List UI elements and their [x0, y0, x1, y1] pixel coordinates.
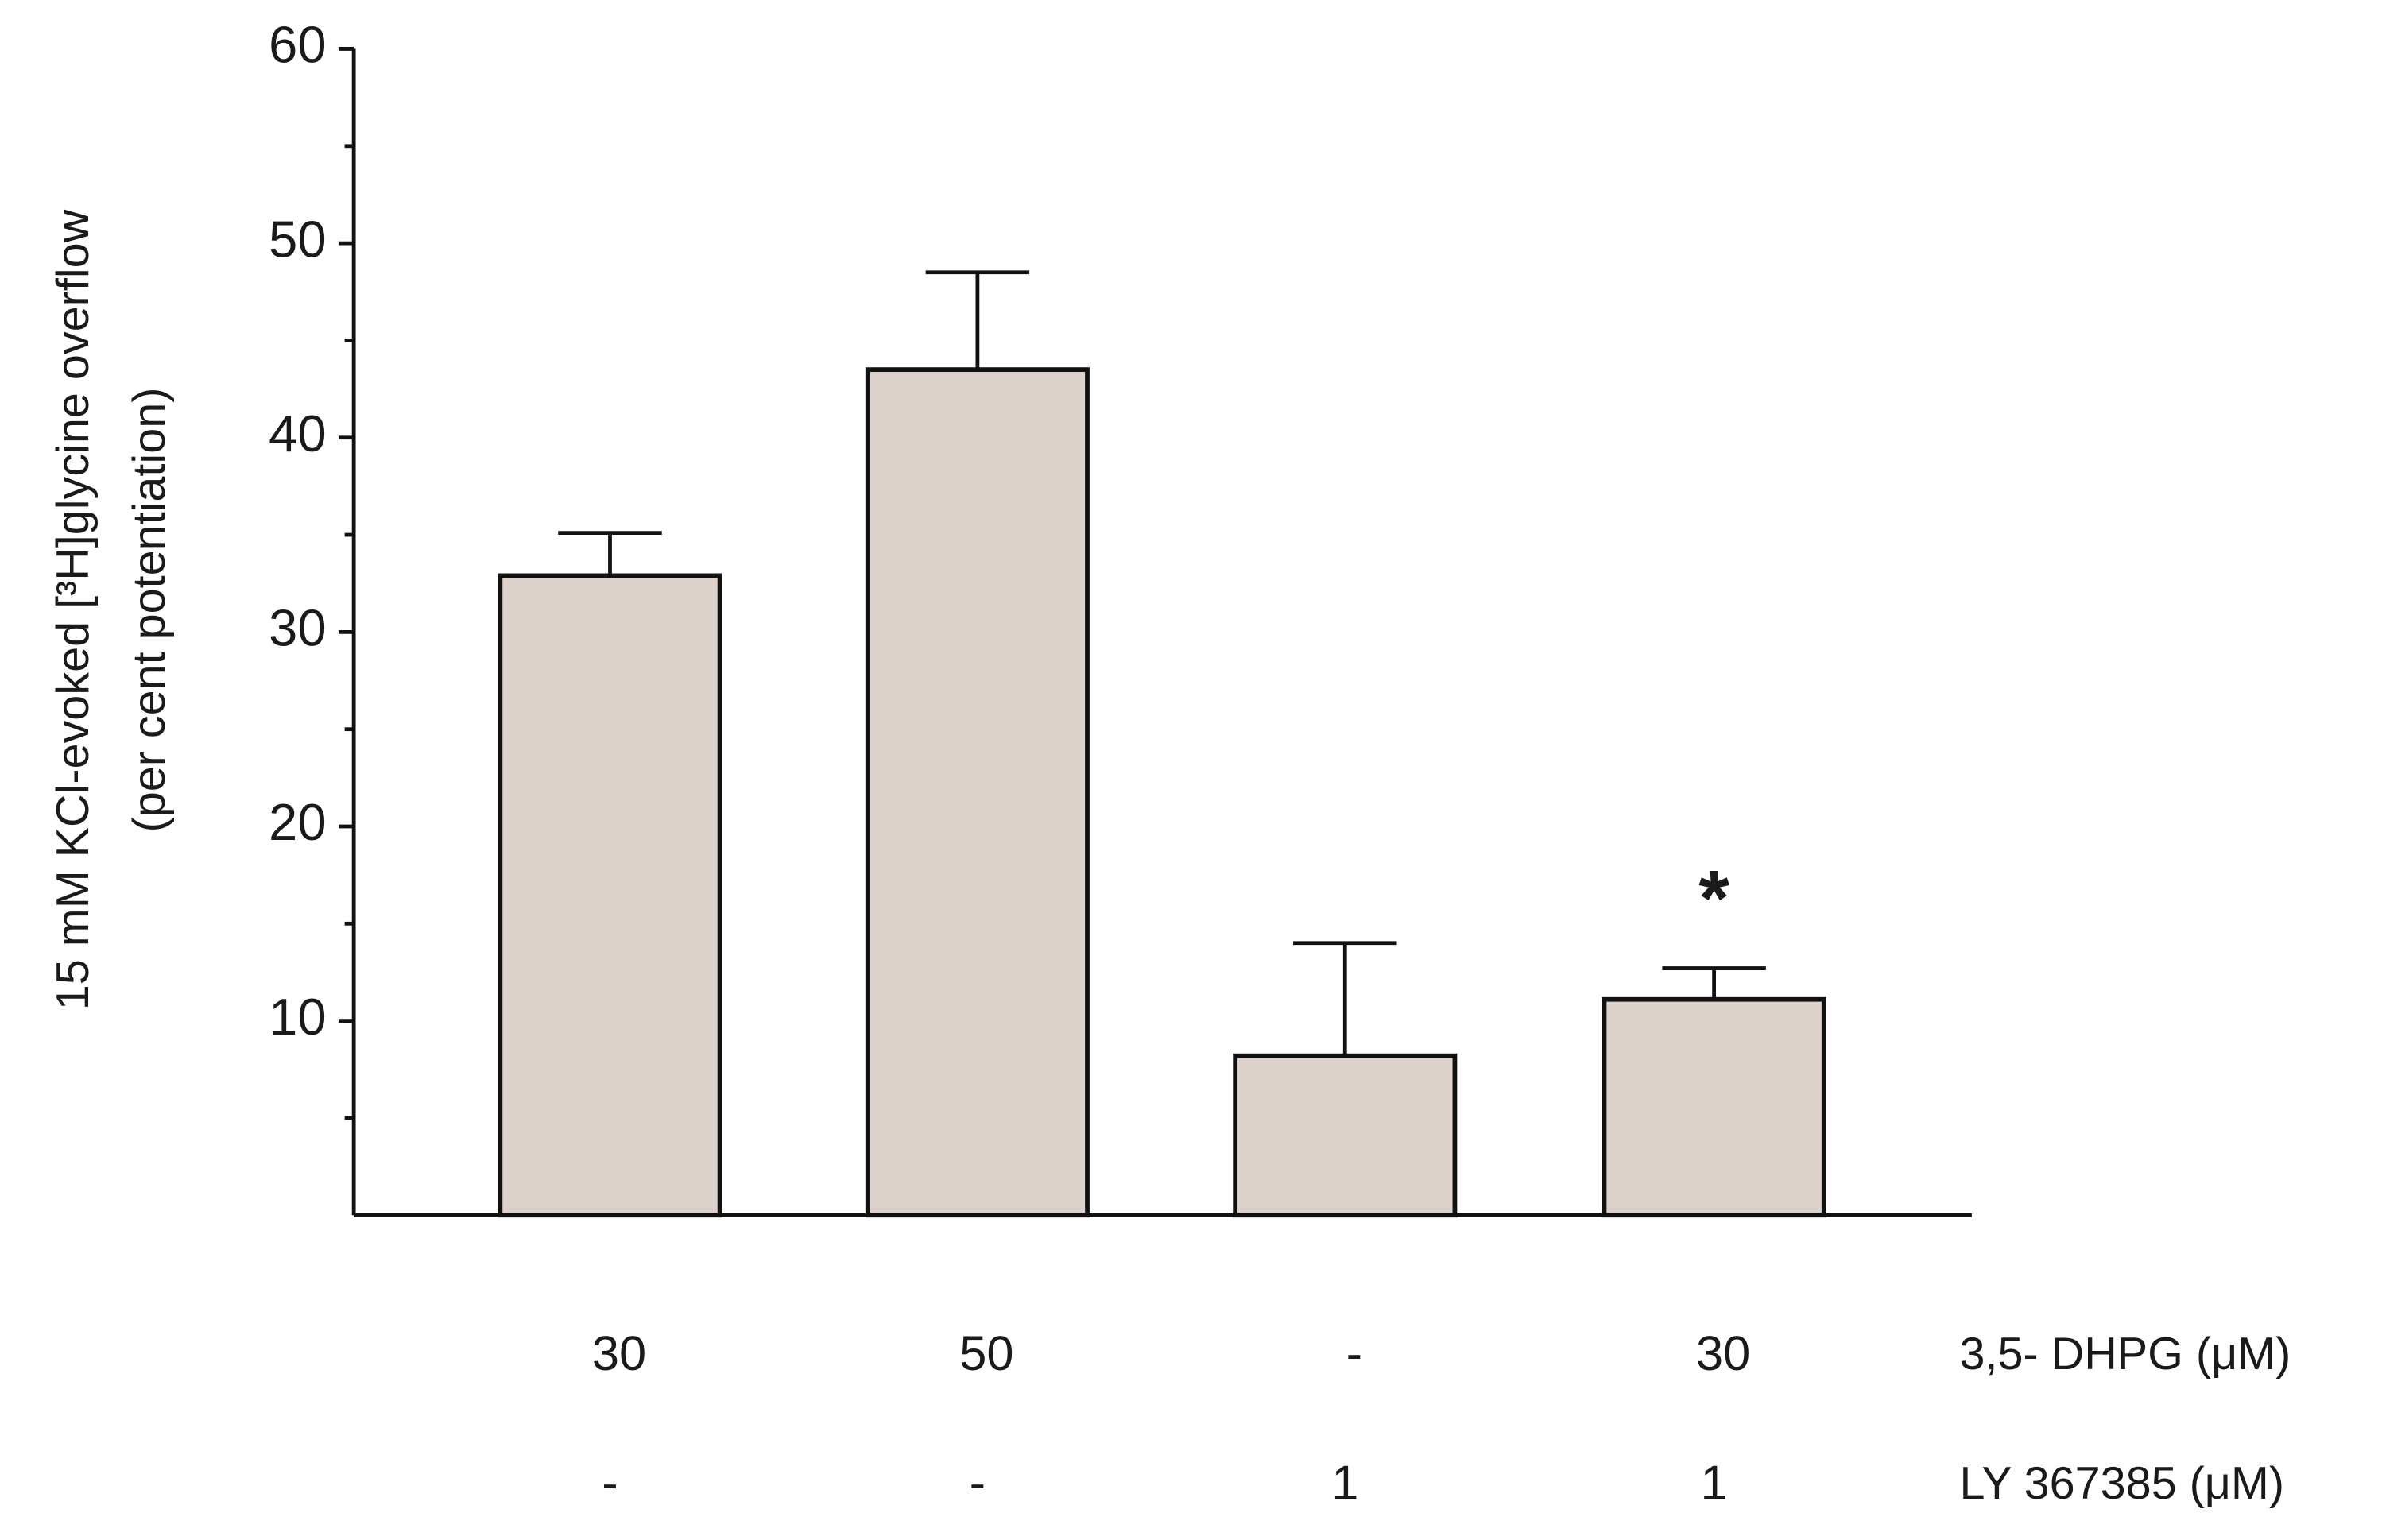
- y-tick-label: 20: [269, 793, 327, 851]
- treatment-value: 1: [1701, 1456, 1728, 1511]
- treatment-value: -: [970, 1456, 986, 1511]
- treatment-label: 3,5- DHPG (μM): [1960, 1329, 2291, 1379]
- treatment-value: 30: [1696, 1326, 1750, 1381]
- treatment-label: LY 367385 (μM): [1960, 1458, 2285, 1509]
- treatment-value: 1: [1331, 1456, 1358, 1511]
- treatment-value: 50: [959, 1326, 1013, 1381]
- y-tick-label: 10: [269, 988, 327, 1046]
- y-axis-label: 15 mM KCl-evoked [³H]glycine overflow: [48, 209, 99, 1010]
- bar: [498, 573, 722, 1218]
- bar: [865, 367, 1090, 1218]
- treatment-value: -: [602, 1456, 618, 1511]
- bar: [1233, 1053, 1458, 1218]
- y-axis-label: (per cent potentiation): [124, 388, 175, 833]
- bar: [1602, 996, 1826, 1218]
- y-tick-label: 40: [269, 404, 327, 462]
- treatment-value: 30: [592, 1326, 646, 1381]
- significance-marker: *: [1698, 854, 1729, 942]
- y-tick-label: 60: [269, 16, 327, 74]
- y-tick-label: 30: [269, 599, 327, 657]
- treatment-value: -: [1346, 1326, 1362, 1381]
- y-tick-label: 50: [269, 210, 327, 268]
